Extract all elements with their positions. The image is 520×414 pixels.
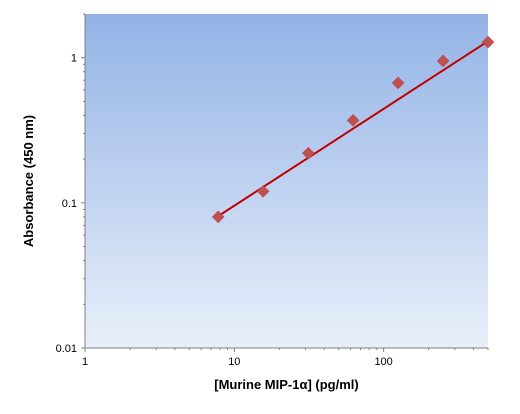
y-axis: 0.01 0.1 1 (56, 13, 86, 355)
plot-area (85, 14, 488, 348)
y-tick-label: 0.01 (56, 343, 77, 355)
data-point (211, 210, 225, 224)
data-point (391, 76, 405, 90)
x-tick-label: 100 (374, 356, 392, 368)
y-tick-label: 1 (71, 53, 77, 65)
x-axis: 1 10 100 (82, 347, 489, 368)
y-axis-title: Absorbance (450 nm) (21, 115, 36, 247)
data-point (436, 54, 450, 68)
x-axis-title: [Murine MIP-1α] (pg/ml) (214, 377, 358, 392)
data-point (346, 114, 360, 127)
data-point (301, 146, 315, 160)
data-point (256, 185, 270, 198)
y-tick-label: 0.1 (62, 198, 77, 210)
data-point (481, 35, 495, 49)
x-tick-label: 1 (82, 356, 88, 368)
x-tick-label: 10 (228, 356, 240, 368)
series-layer (211, 35, 495, 224)
